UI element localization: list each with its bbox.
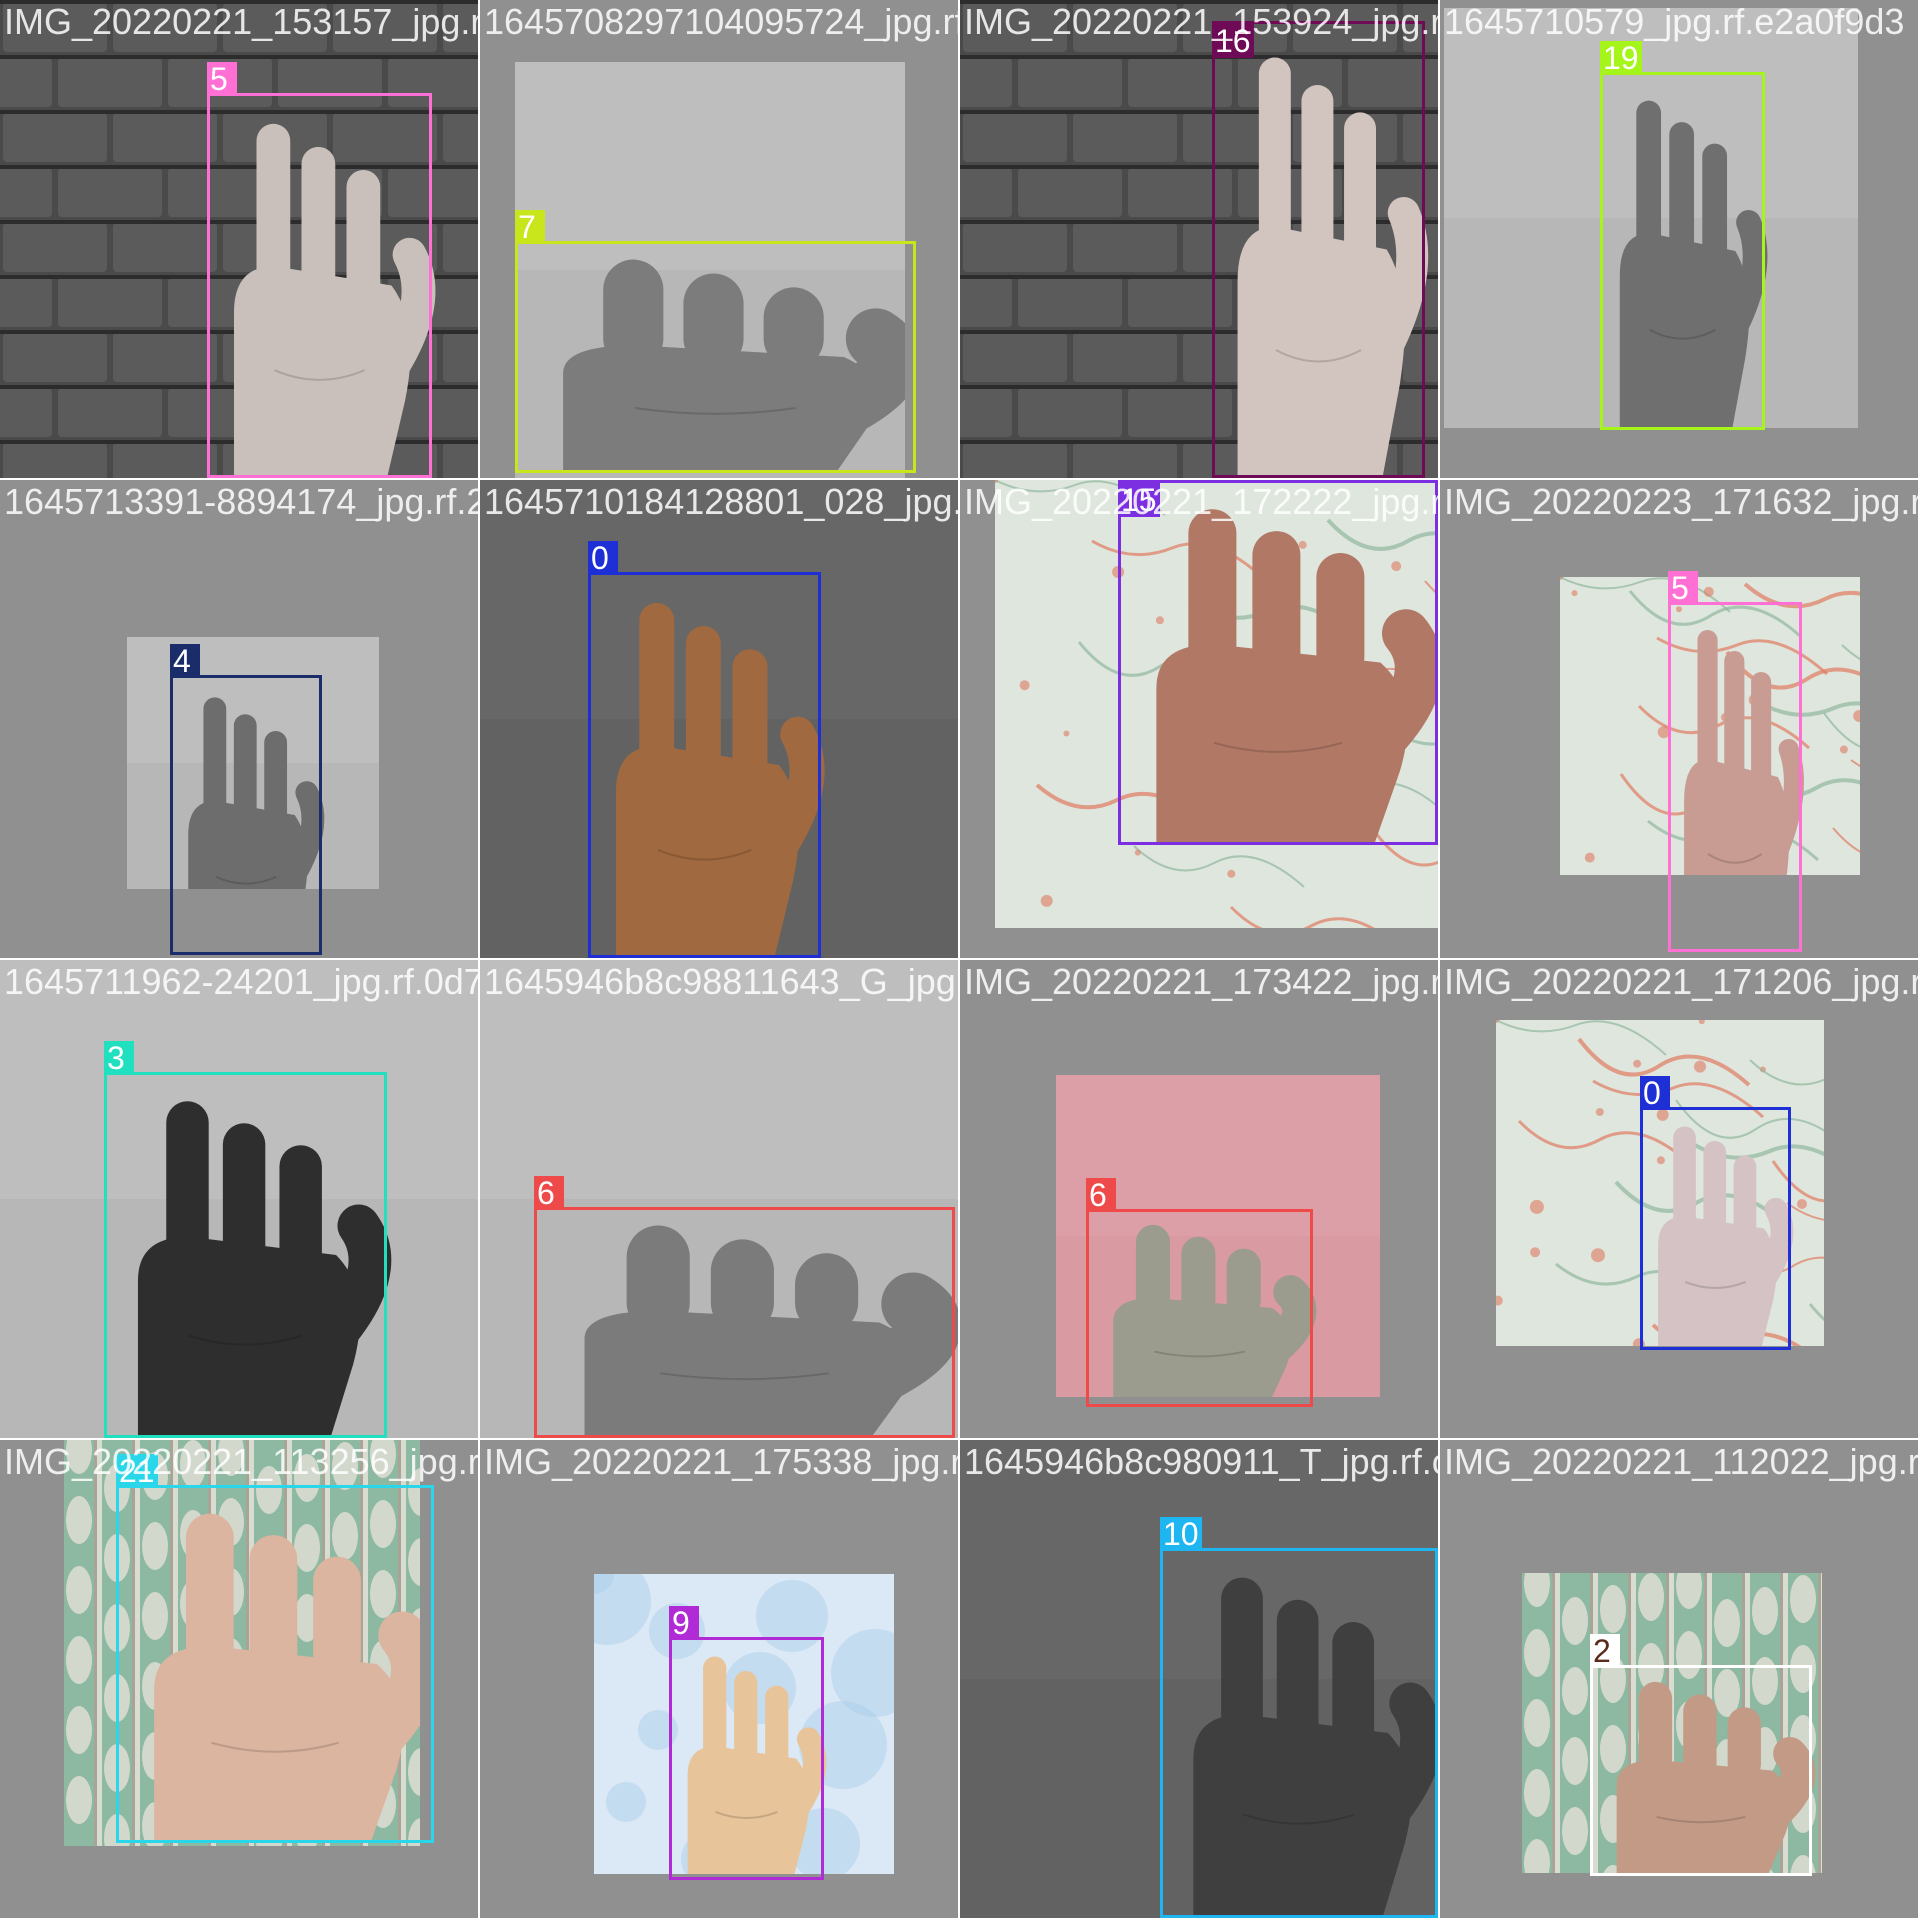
class-label: 5 bbox=[207, 62, 237, 96]
class-label: 10 bbox=[1160, 1517, 1202, 1551]
image-tile: 2 IMG_20220221_112022_jpg.rf.c1329a1d bbox=[1440, 1440, 1918, 1918]
bounding-box: 7 bbox=[515, 210, 916, 473]
bounding-box: 5 bbox=[1668, 571, 1802, 952]
sample-photo bbox=[127, 637, 379, 889]
hand-photo bbox=[0, 960, 478, 1438]
image-tile: 5IMG_20220221_153157_jpg.rf.65f4082f7104… bbox=[0, 0, 478, 478]
class-label: 4 bbox=[170, 644, 200, 678]
bounding-box: 2 bbox=[1590, 1634, 1812, 1876]
bounding-box: 3 bbox=[104, 1041, 387, 1438]
bounding-box: 5 bbox=[207, 62, 432, 478]
filename-caption: 1645713391-8894174_jpg.rf.28227d18f4f1a8… bbox=[4, 481, 478, 522]
image-tile: 7 1645708297104095724_jpg.rf.ba8d5c1ab3f2 bbox=[480, 0, 958, 478]
sample-photo bbox=[480, 960, 958, 1438]
image-tile: 19 1645710579_jpg.rf.e2a0f9d3 bbox=[1440, 0, 1918, 478]
hand-photo bbox=[515, 62, 905, 478]
bounding-box: 6 bbox=[534, 1176, 955, 1438]
image-tile: 16IMG_20220221_153924_jpg.rf.b169a297207… bbox=[960, 0, 1438, 478]
filename-caption: IMG_20220221_173422_jpg.rf.b2e2b0a96 bbox=[964, 961, 1438, 1002]
hand-photo bbox=[995, 480, 1438, 928]
class-label: 0 bbox=[1640, 1076, 1670, 1110]
class-label: 0 bbox=[588, 541, 618, 575]
bounding-box: 15 bbox=[1118, 480, 1438, 845]
filename-caption: 1645708297104095724_jpg.rf.ba8d5c1ab3f2 bbox=[484, 1, 958, 42]
bounding-box: 19 bbox=[1600, 41, 1765, 430]
image-tile: 31645711962-24201_jpg.rf.0d7645946b8c988… bbox=[0, 960, 478, 1438]
bounding-box: 4 bbox=[170, 644, 322, 955]
class-label: 2 bbox=[1590, 1634, 1620, 1668]
filename-caption: IMG_20220221_171206_jpg.rf.c6720548 bbox=[1444, 961, 1918, 1002]
sample-photo bbox=[995, 480, 1438, 928]
image-tile: 5 IMG_20220223_171632_jpg.rf.e2d0a08f bbox=[1440, 480, 1918, 958]
sample-photo bbox=[1496, 1020, 1824, 1346]
hand-photo bbox=[960, 0, 1438, 478]
sample-photo bbox=[64, 1440, 420, 1846]
class-label: 19 bbox=[1600, 41, 1642, 75]
class-label: 15 bbox=[1118, 483, 1160, 517]
image-tile: 4 1645713391-8894174_jpg.rf.28227d18f4f1a… bbox=[0, 480, 478, 958]
class-label: 7 bbox=[515, 210, 545, 244]
bounding-box: 10 bbox=[1160, 1517, 1438, 1918]
class-label: 6 bbox=[1086, 1178, 1116, 1212]
hand-photo bbox=[1496, 1020, 1824, 1346]
filename-caption: IMG_20220223_171632_jpg.rf.e2d0a08f bbox=[1444, 481, 1918, 522]
hand-photo bbox=[64, 1440, 420, 1846]
bounding-box: 0 bbox=[588, 541, 821, 958]
filename-caption: IMG_20220221_175338_jpg.rf.e0b2d72d5 bbox=[484, 1441, 958, 1482]
image-tile: 9 IMG_20220221_175338_jpg.rf.e0b2d72d5 bbox=[480, 1440, 958, 1918]
sample-photo bbox=[1444, 8, 1858, 428]
class-label: 9 bbox=[669, 1606, 699, 1640]
class-label: 5 bbox=[1668, 571, 1698, 605]
sample-photo bbox=[594, 1574, 894, 1874]
sample-photo bbox=[0, 0, 478, 478]
bounding-box: 21 bbox=[116, 1454, 434, 1843]
filename-caption: IMG_20220221_112022_jpg.rf.c1329a1d bbox=[1444, 1441, 1918, 1482]
hand-photo bbox=[480, 960, 958, 1438]
sample-photo bbox=[480, 480, 958, 958]
sample-photo bbox=[515, 62, 905, 478]
hand-photo bbox=[594, 1574, 894, 1874]
class-label: 21 bbox=[116, 1454, 158, 1488]
hand-photo bbox=[1444, 8, 1858, 428]
bounding-box: 6 bbox=[1086, 1178, 1313, 1407]
hand-photo bbox=[0, 0, 478, 478]
class-label: 6 bbox=[534, 1176, 564, 1210]
bounding-box: 0 bbox=[1640, 1076, 1791, 1350]
class-label: 16 bbox=[1212, 24, 1254, 58]
hand-photo bbox=[127, 637, 379, 889]
image-tile: 6 IMG_20220221_173422_jpg.rf.b2e2b0a96 bbox=[960, 960, 1438, 1438]
sample-photo bbox=[960, 0, 1438, 478]
sample-photo bbox=[0, 960, 478, 1438]
bounding-box: 16 bbox=[1212, 21, 1425, 478]
hand-photo bbox=[480, 480, 958, 958]
bounding-box: 9 bbox=[669, 1606, 824, 1880]
class-label: 3 bbox=[104, 1041, 134, 1075]
image-tile: 0 IMG_20220221_171206_jpg.rf.c6720548 bbox=[1440, 960, 1918, 1438]
